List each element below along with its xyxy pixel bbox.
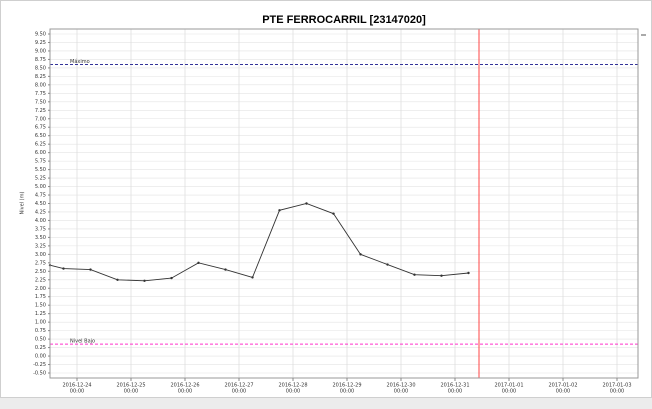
y-tick-label: 6.25 <box>35 142 46 148</box>
data-point <box>305 202 308 205</box>
y-tick-label: 8.75 <box>35 57 46 63</box>
x-tick-label: 00:00 <box>448 389 462 395</box>
threshold-label: Máximo <box>70 58 90 65</box>
data-point <box>440 274 443 277</box>
grid <box>50 29 638 378</box>
y-tick-label: 4.50 <box>35 201 46 207</box>
data-point <box>170 276 173 280</box>
x-tick-label: 2017-01-02 <box>548 383 577 389</box>
status-strip <box>0 398 652 409</box>
data-point <box>143 279 146 282</box>
y-tick-label: 8.00 <box>35 82 46 88</box>
x-tick-label: 00:00 <box>340 389 354 395</box>
x-tick-label: 2016-12-31 <box>440 383 469 389</box>
x-tick-label: 00:00 <box>286 389 300 395</box>
y-tick-label: 7.75 <box>35 91 46 97</box>
marks: Máximo Nivel Bajo <box>48 29 638 378</box>
y-tick-label: 5.75 <box>35 159 46 165</box>
y-tick-label: 0.75 <box>35 328 46 334</box>
x-tick-label: 2017-01-03 <box>602 383 631 389</box>
y-tick-label: 5.50 <box>35 167 46 173</box>
y-tick-label: 2.00 <box>35 286 46 292</box>
x-tick-label: 2016-12-27 <box>224 383 253 389</box>
x-tick-label: 2016-12-29 <box>332 383 361 389</box>
y-tick-label: 5.25 <box>35 176 46 182</box>
y-tick-label: 6.50 <box>35 133 46 139</box>
data-point <box>278 209 281 212</box>
x-tick-label: 00:00 <box>502 389 516 395</box>
x-tick-label: 2016-12-28 <box>278 383 307 389</box>
data-point <box>62 267 65 270</box>
data-point <box>332 212 335 215</box>
x-tick-label: 00:00 <box>610 389 624 395</box>
y-tick-label: 7.25 <box>35 108 46 114</box>
x-tick-label: 00:00 <box>556 389 570 395</box>
y-tick-label: 9.25 <box>35 40 46 46</box>
data-point <box>386 263 389 266</box>
y-tick-label: 8.25 <box>35 74 46 80</box>
y-axis-label: Nivel (m) <box>20 191 26 214</box>
x-tick-label: 2016-12-30 <box>386 383 415 389</box>
x-tick-label: 2016-12-24 <box>62 383 91 389</box>
y-tick-label: 3.25 <box>35 243 46 249</box>
y-tick-label: 2.50 <box>35 269 46 275</box>
data-point <box>413 273 416 276</box>
y-tick-label: 7.50 <box>35 99 46 105</box>
y-tick-label: 5.00 <box>35 184 46 190</box>
y-tick-label: 2.75 <box>35 260 46 266</box>
data-point <box>224 268 227 271</box>
y-tick-label: 0.00 <box>35 354 46 360</box>
x-tick-label: 00:00 <box>124 389 138 395</box>
y-tick-label: 4.00 <box>35 218 46 224</box>
y-tick-label: 1.25 <box>35 311 46 317</box>
y-tick-label: 8.50 <box>35 65 46 71</box>
y-tick-label: 4.25 <box>35 209 46 215</box>
y-tick-label: 3.00 <box>35 252 46 258</box>
threshold-label: Nivel Bajo <box>70 339 95 345</box>
y-tick-label: 7.00 <box>35 116 46 122</box>
y-tick-label: 6.75 <box>35 125 46 131</box>
x-tick-label: 2016-12-25 <box>116 383 145 389</box>
y-tick-label: 0.50 <box>35 337 46 343</box>
y-tick-label: -0.50 <box>33 371 46 377</box>
x-tick-label: 00:00 <box>394 389 408 395</box>
y-tick-label: 0.25 <box>35 345 46 351</box>
chart-title: PTE FERROCARRIL [23147020] <box>262 14 426 26</box>
data-point <box>89 268 92 271</box>
y-tick-label: 9.50 <box>35 32 46 38</box>
y-tick-label: 1.50 <box>35 303 46 309</box>
x-tick-label: 2017-01-01 <box>494 383 523 389</box>
data-point <box>467 271 470 275</box>
y-tick-label: 2.25 <box>35 277 46 283</box>
y-tick-label: 4.75 <box>35 193 46 199</box>
y-tick-label: 1.00 <box>35 320 46 326</box>
y-tick-label: 9.00 <box>35 48 46 54</box>
x-tick-label: 2016-12-26 <box>170 383 199 389</box>
x-tick-label: 00:00 <box>232 389 246 395</box>
y-tick-label: 3.75 <box>35 226 46 232</box>
y-tick-label: 6.00 <box>35 150 46 156</box>
y-tick-label: 1.75 <box>35 294 46 300</box>
data-point <box>197 261 200 265</box>
x-tick-label: 00:00 <box>70 389 84 395</box>
y-tick-label: 3.50 <box>35 235 46 241</box>
data-point <box>251 276 254 279</box>
data-point <box>359 253 362 256</box>
y-tick-label: -0.25 <box>33 362 46 368</box>
data-point <box>116 278 119 281</box>
x-tick-label: 00:00 <box>178 389 192 395</box>
